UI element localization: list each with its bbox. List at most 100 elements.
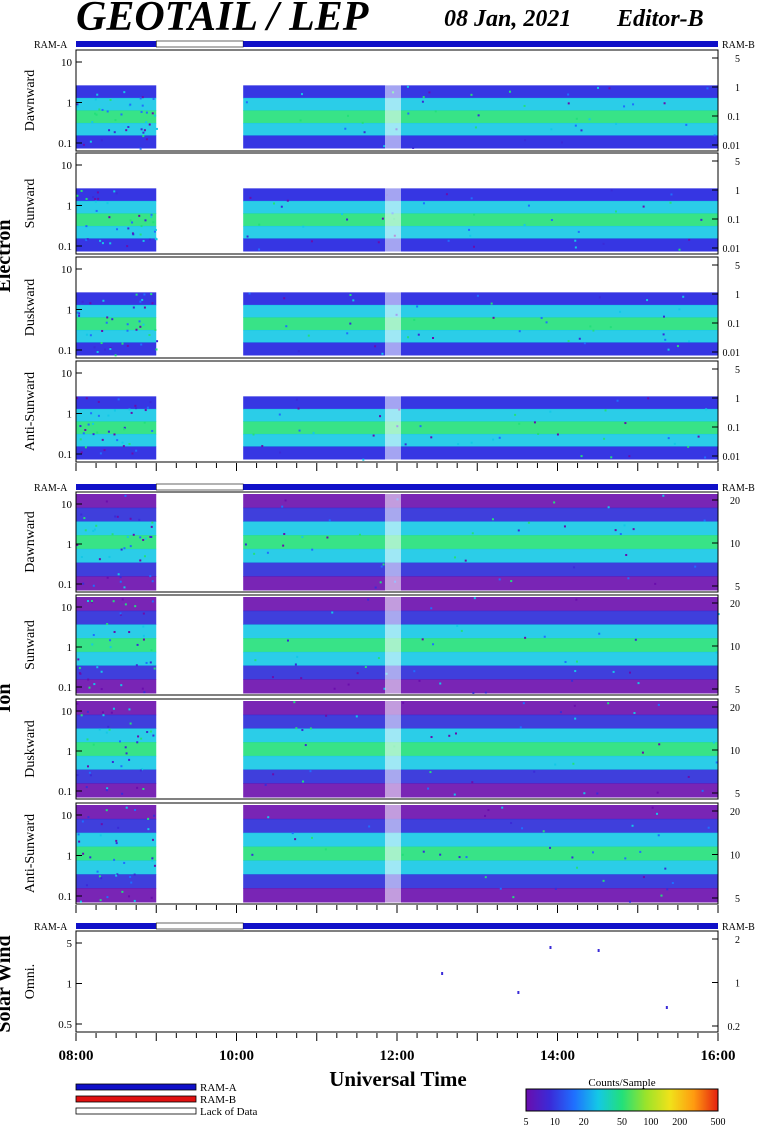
spectrogram-speckle [109,639,112,642]
spectrogram-speckle [610,456,613,459]
spectrogram-speckle [624,857,627,860]
y-tick-label: 10 [61,368,73,380]
y-right-tick-label: 5 [735,582,740,593]
spectrogram-speckle [147,817,150,820]
spectrogram-speckle [115,842,118,845]
spectrogram-band [76,874,157,889]
spectrogram-speckle [512,896,515,899]
figure-editor: Editor-B [616,6,704,32]
solar-wind-point [549,946,552,949]
spectrogram-speckle [453,793,456,796]
spectrogram-speckle [560,141,563,144]
spectrogram-speckle [151,859,154,862]
spectrogram-speckle [92,743,95,746]
y-tick-label: 0.1 [58,682,72,694]
spectrogram-speckle [707,826,710,829]
spectrogram-band [76,122,157,136]
spectrogram-dip [384,596,401,694]
spectrogram-speckle [533,770,536,773]
spectrogram-speckle [107,414,110,417]
spectrogram-speckle [619,533,622,536]
spectrogram-speckle [712,741,715,744]
spectrogram-speckle [694,565,697,568]
spectrogram-speckle [251,853,254,856]
spectrogram-band [243,433,718,447]
spectrogram-speckle [564,660,567,663]
spectrogram-speckle [80,513,83,516]
spectrogram-speckle [139,559,142,562]
spectrogram-speckle [309,770,312,773]
spectrogram-speckle [311,836,314,839]
spectrogram-speckle [311,548,314,551]
spectrogram-speckle [628,455,631,458]
spectrogram-speckle [521,827,524,830]
x-tick-label: 14:00 [540,1048,575,1064]
spectrogram-speckle [372,434,375,437]
spectrogram-speckle [554,887,557,890]
spectrogram-speckle [325,714,328,717]
spectrogram-speckle [574,124,577,127]
spectrogram-speckle [114,515,117,518]
spectrogram-band [76,818,157,834]
spectrogram-speckle [106,787,109,790]
y-tick-label: 0.1 [58,241,72,253]
spectrogram-speckle [575,117,578,120]
ram-legend: RAM-A RAM-B Lack of Data [75,1082,258,1118]
ram-a-strip [243,484,718,490]
spectrogram-speckle [470,197,473,200]
spectrogram-speckle [447,239,450,242]
spectrogram-speckle [105,321,108,324]
legend-swatch-ram-b [75,1095,197,1103]
spectrogram-speckle [492,316,495,319]
spectrogram-speckle [278,413,281,416]
x-axis: 08:00 10:00 12:00 14:00 16:00 [59,463,736,1064]
spectrogram-speckle [142,638,145,641]
colorbar-tick-label: 20 [579,1117,589,1128]
spectrogram-band [243,714,718,729]
y-tick-label: 1 [67,305,73,317]
ram-b-strip-label: RAM-B [722,483,755,494]
spectrogram-speckle [364,666,367,669]
spectrogram-speckle [355,715,358,718]
spectrogram-speckle [501,806,504,809]
spectrogram-speckle [145,111,148,114]
spectrogram-speckle [267,816,270,819]
spectrogram-speckle [136,786,139,789]
spectrogram-speckle [518,422,521,425]
spectrogram-speckle [76,702,79,705]
spectrogram-speckle [632,103,635,106]
spectrogram-speckle [662,315,665,318]
spectrogram-speckle [150,215,153,218]
spectrogram-speckle [623,105,626,108]
spectrogram-speckle [703,519,706,522]
spectrogram-speckle [641,751,644,754]
spectrogram-speckle [662,333,665,336]
spectrogram-band [243,769,718,784]
spectrogram-speckle [464,559,467,562]
spectrogram-speckle [101,108,104,111]
spectrogram-speckle [651,806,654,809]
spectrogram-speckle [135,449,138,452]
spectrogram-band [243,638,718,653]
spectrogram-speckle [120,113,123,116]
spectrogram-speckle [715,761,718,764]
spectrogram-speckle [93,346,96,349]
spectrogram-speckle [144,409,147,412]
spectrogram-speckle [293,701,296,704]
spectrogram-speckle [94,112,97,115]
spectrogram-speckle [128,442,131,445]
panel-frame [75,491,719,593]
spectrogram-speckle [713,134,716,137]
spectrogram-speckle [472,245,475,248]
spectrogram-speckle [309,727,312,730]
spectrogram-speckle [116,515,119,518]
spectrogram-speckle [140,737,143,740]
spectrogram-speckle [460,629,463,632]
spectrogram-speckle [89,334,92,337]
spectrogram-speckle [294,663,297,666]
lack-of-data-strip [155,40,244,48]
spectrogram-speckle [361,121,364,124]
spectrogram-speckle [297,350,300,353]
spectrogram-speckle [119,613,122,616]
spectrogram-band [243,832,718,848]
